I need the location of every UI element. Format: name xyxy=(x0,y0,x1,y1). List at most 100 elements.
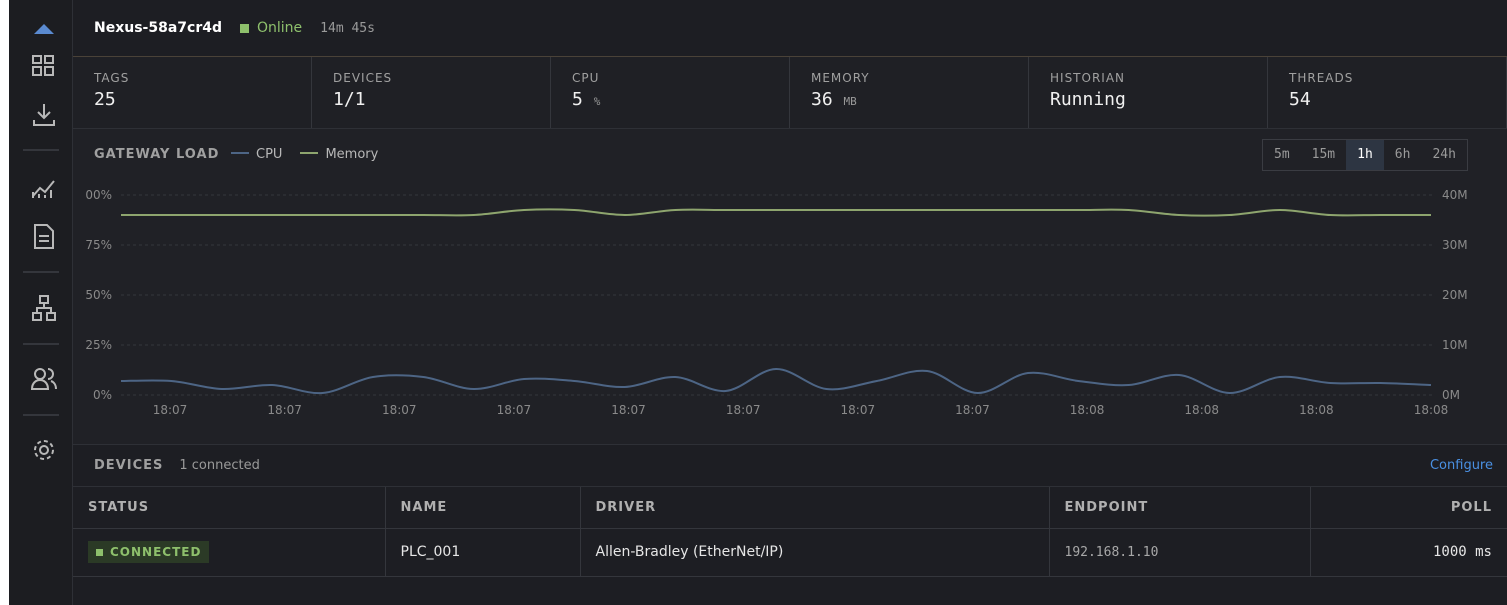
status: Online xyxy=(257,20,303,36)
x-tick-label: 18:07 xyxy=(153,403,188,417)
range-button[interactable]: 1h xyxy=(1346,140,1384,170)
stat-value-row: 36 MB xyxy=(811,89,1007,110)
cell: CONNECTED xyxy=(73,528,386,577)
range-button[interactable]: 15m xyxy=(1311,147,1336,162)
status-badge: CONNECTED xyxy=(88,541,210,563)
y2-tick-label: 10M xyxy=(1442,338,1468,352)
stat-label: TAGS xyxy=(94,71,130,85)
y2-tick-label: 40M xyxy=(1442,188,1468,202)
cell-text: PLC_001 xyxy=(400,544,461,560)
y-tick-label: 75% xyxy=(85,238,112,252)
legend-label: Memory xyxy=(325,147,379,162)
users-icon[interactable] xyxy=(30,368,57,390)
x-tick-label: 18:07 xyxy=(955,403,990,417)
stat: THREADS 54 xyxy=(1268,57,1507,128)
header: Nexus-58a7cr4d Online 14m 45s xyxy=(73,0,1507,57)
y-tick-label: 100% xyxy=(78,188,112,202)
x-tick-label: 18:07 xyxy=(267,403,302,417)
network-icon[interactable] xyxy=(32,295,56,321)
x-tick-label: 18:08 xyxy=(1070,403,1105,417)
stat-value: 25 xyxy=(94,89,116,110)
column-header: STATUS xyxy=(73,487,386,529)
stat-unit: % xyxy=(593,95,601,108)
stat-value-row: Running xyxy=(1050,89,1246,110)
badge-dot xyxy=(96,549,103,556)
download-icon[interactable] xyxy=(33,104,55,126)
table-header: STATUS NAME DRIVER ENDPOINT POLL xyxy=(73,487,1507,529)
stat-label: DEVICES xyxy=(333,71,393,85)
range-button[interactable]: 6h xyxy=(1394,147,1411,162)
badge-text: CONNECTED xyxy=(110,545,202,559)
series-line xyxy=(120,208,1431,217)
devices-table: STATUS NAME DRIVER ENDPOINT POLL CONNECTED PLC… xyxy=(73,487,1507,577)
chart-title: GATEWAY LOAD xyxy=(94,147,220,162)
stat-label: MEMORY xyxy=(811,71,870,85)
devices-header: DEVICES 1 connected Configure xyxy=(73,445,1507,487)
sidebar xyxy=(9,0,73,605)
legend-swatch xyxy=(300,151,319,154)
series-line xyxy=(120,367,1432,395)
cell-text: 1000 ms xyxy=(1432,544,1492,560)
x-tick-label: 18:08 xyxy=(1299,403,1334,417)
stat: CPU 5 % xyxy=(551,57,790,128)
stat-label: CPU xyxy=(572,71,600,85)
x-tick-label: 18:07 xyxy=(726,403,761,417)
stat-value: 5 xyxy=(572,89,583,110)
stat-unit: MB xyxy=(843,95,857,108)
column-header: NAME xyxy=(385,487,581,529)
y2-tick-label: 30M xyxy=(1442,238,1468,252)
stat-value: 54 xyxy=(1289,89,1311,110)
legend-swatch xyxy=(231,151,249,154)
stat: HISTORIAN Running xyxy=(1029,57,1268,128)
cell: 1000 ms xyxy=(1310,528,1507,577)
dashboard-icon[interactable] xyxy=(32,55,54,76)
column-header: DRIVER xyxy=(580,487,1050,529)
stat-value-row: 54 xyxy=(1289,89,1485,110)
chart-area: 0% 25% 50% 75% 100% 0M 10M 20M 30M 40M 18:07 18:07 1… xyxy=(78,188,1468,417)
x-tick-label: 18:07 xyxy=(611,403,646,417)
range-button[interactable]: 5m xyxy=(1274,147,1290,162)
gateway-name: Nexus-58a7cr4d xyxy=(94,20,222,36)
chart: 0% 25% 50% 75% 100% 0M 10M 20M 30M 40M 18:07 18:07 1… xyxy=(78,188,1468,417)
main: Nexus-58a7cr4d Online 14m 45s TAGS 25 DEVI… xyxy=(73,0,1507,605)
x-tick-label: 18:08 xyxy=(1414,403,1449,417)
legend: CPU Memory xyxy=(231,147,396,162)
logo xyxy=(34,24,54,34)
stat-value-row: 25 xyxy=(94,89,290,110)
chart-panel: 0% 25% 50% 75% 100% 0M 10M 20M 30M 40M 18:07 18:07 1… xyxy=(73,129,1507,445)
stat-label: THREADS xyxy=(1289,71,1354,85)
y2-tick-label: 20M xyxy=(1442,288,1468,302)
configure-link[interactable]: Configure xyxy=(1429,458,1493,473)
stat-value: 1/1 xyxy=(333,89,366,110)
x-tick-label: 18:07 xyxy=(841,403,876,417)
table-body: CONNECTED PLC_001 Allen-Bradley (EtherNet/… xyxy=(73,528,1507,577)
legend-item: CPU xyxy=(231,147,282,162)
y-tick-label: 50% xyxy=(85,288,112,302)
range-button[interactable]: 24h xyxy=(1432,147,1456,162)
range-selector: 5m 15m 1h 6h 24h xyxy=(1262,139,1468,171)
x-tick-label: 18:07 xyxy=(497,403,532,417)
cell: 192.168.1.10 xyxy=(1049,528,1311,577)
cell: PLC_001 xyxy=(385,528,581,577)
legend-item: Memory xyxy=(300,147,378,162)
cell-text: 192.168.1.10 xyxy=(1064,545,1159,560)
y-tick-label: 25% xyxy=(85,338,112,352)
legend-label: CPU xyxy=(256,147,283,162)
cell: Allen-Bradley (EtherNet/IP) xyxy=(580,528,1050,577)
stat: DEVICES 1/1 xyxy=(312,57,551,128)
y2-tick-label: 0M xyxy=(1442,388,1460,402)
sidebar-icons xyxy=(23,24,59,460)
x-tick-label: 18:08 xyxy=(1184,403,1219,417)
trends-icon[interactable] xyxy=(32,180,55,198)
devices-count: 1 connected xyxy=(179,458,260,473)
column-header: POLL xyxy=(1310,487,1507,529)
devices-title: DEVICES xyxy=(94,458,164,473)
settings-icon[interactable] xyxy=(34,440,54,460)
stat-label: HISTORIAN xyxy=(1050,71,1126,85)
reports-icon[interactable] xyxy=(34,224,54,249)
device-row: CONNECTED PLC_001 Allen-Bradley (EtherNet/… xyxy=(73,528,1507,577)
uptime: 14m 45s xyxy=(320,20,375,36)
stats: TAGS 25 DEVICES 1/1 CPU 5 % MEMORY 36 MB HISTORI… xyxy=(73,57,1507,129)
stat: MEMORY 36 MB xyxy=(790,57,1029,128)
